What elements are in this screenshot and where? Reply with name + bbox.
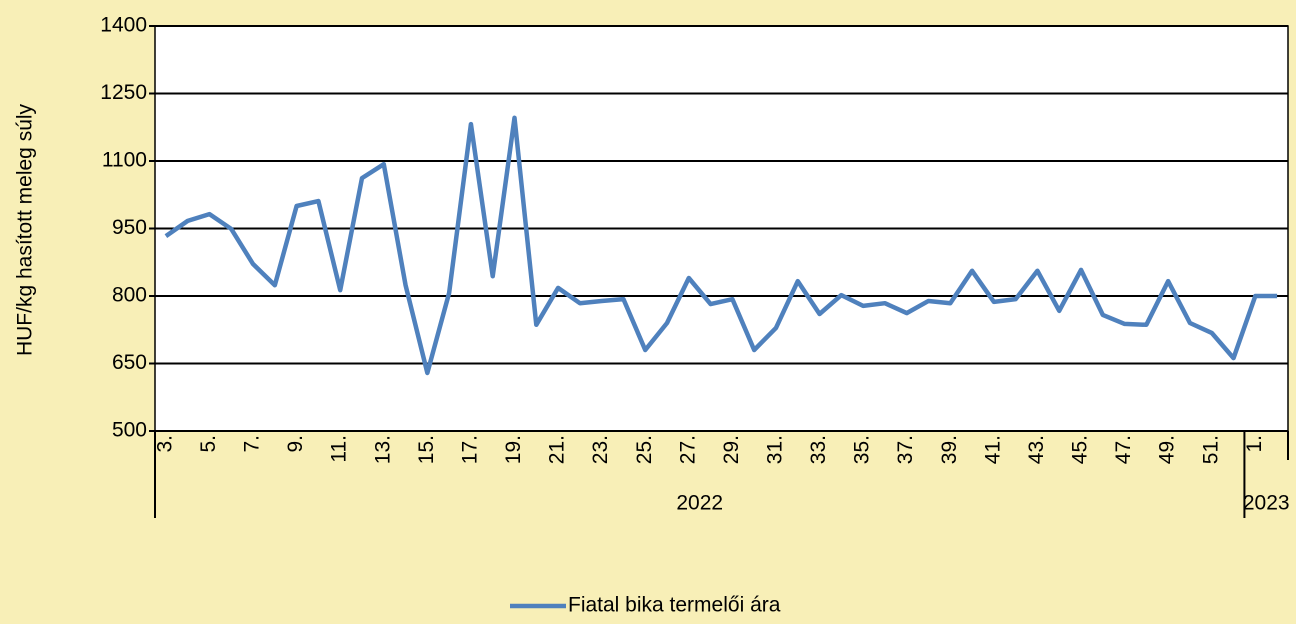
x-tick-label: 45. [1069, 435, 1092, 464]
x-tick-label: 35. [851, 435, 874, 464]
x-tick-label: 31. [764, 435, 787, 464]
x-tick-label: 29. [720, 435, 743, 464]
group-label: 2023 [1243, 492, 1290, 515]
x-tick-label: 39. [938, 435, 961, 464]
x-tick-label: 47. [1112, 435, 1135, 464]
y-tick-label: 1400 [100, 14, 147, 37]
x-tick-label: 1. [1243, 435, 1266, 453]
legend-label: Fiatal bika termelői ára [568, 594, 781, 617]
x-tick-label: 21. [546, 435, 569, 464]
group-label: 2022 [676, 492, 723, 515]
x-tick-label: 19. [502, 435, 525, 464]
x-tick-label: 27. [676, 435, 699, 464]
x-tick-label: 15. [415, 435, 438, 464]
x-tick-label: 7. [241, 435, 264, 453]
x-tick-label: 9. [284, 435, 307, 453]
x-tick-label: 17. [458, 435, 481, 464]
y-tick-label: 800 [112, 284, 147, 307]
x-tick-label: 51. [1199, 435, 1222, 464]
x-tick-label: 13. [371, 435, 394, 464]
x-tick-label: 49. [1156, 435, 1179, 464]
x-tick-label: 25. [633, 435, 656, 464]
x-tick-label: 23. [589, 435, 612, 464]
y-tick-label: 500 [112, 419, 147, 442]
y-tick-label: 1100 [102, 149, 147, 172]
y-tick-label: 650 [112, 351, 147, 374]
x-tick-label: 33. [807, 435, 830, 464]
y-axis-label: HUF/kg hasított meleg súly [14, 103, 37, 356]
y-tick-label: 1250 [100, 81, 147, 104]
x-tick-label: 11. [328, 435, 351, 463]
x-tick-label: 37. [894, 435, 917, 464]
x-tick-label: 41. [981, 435, 1004, 464]
x-tick-label: 3. [153, 435, 176, 453]
y-tick-label: 950 [112, 216, 147, 239]
x-tick-label: 43. [1025, 435, 1048, 464]
x-tick-label: 5. [197, 435, 220, 453]
data-line [164, 115, 1278, 376]
